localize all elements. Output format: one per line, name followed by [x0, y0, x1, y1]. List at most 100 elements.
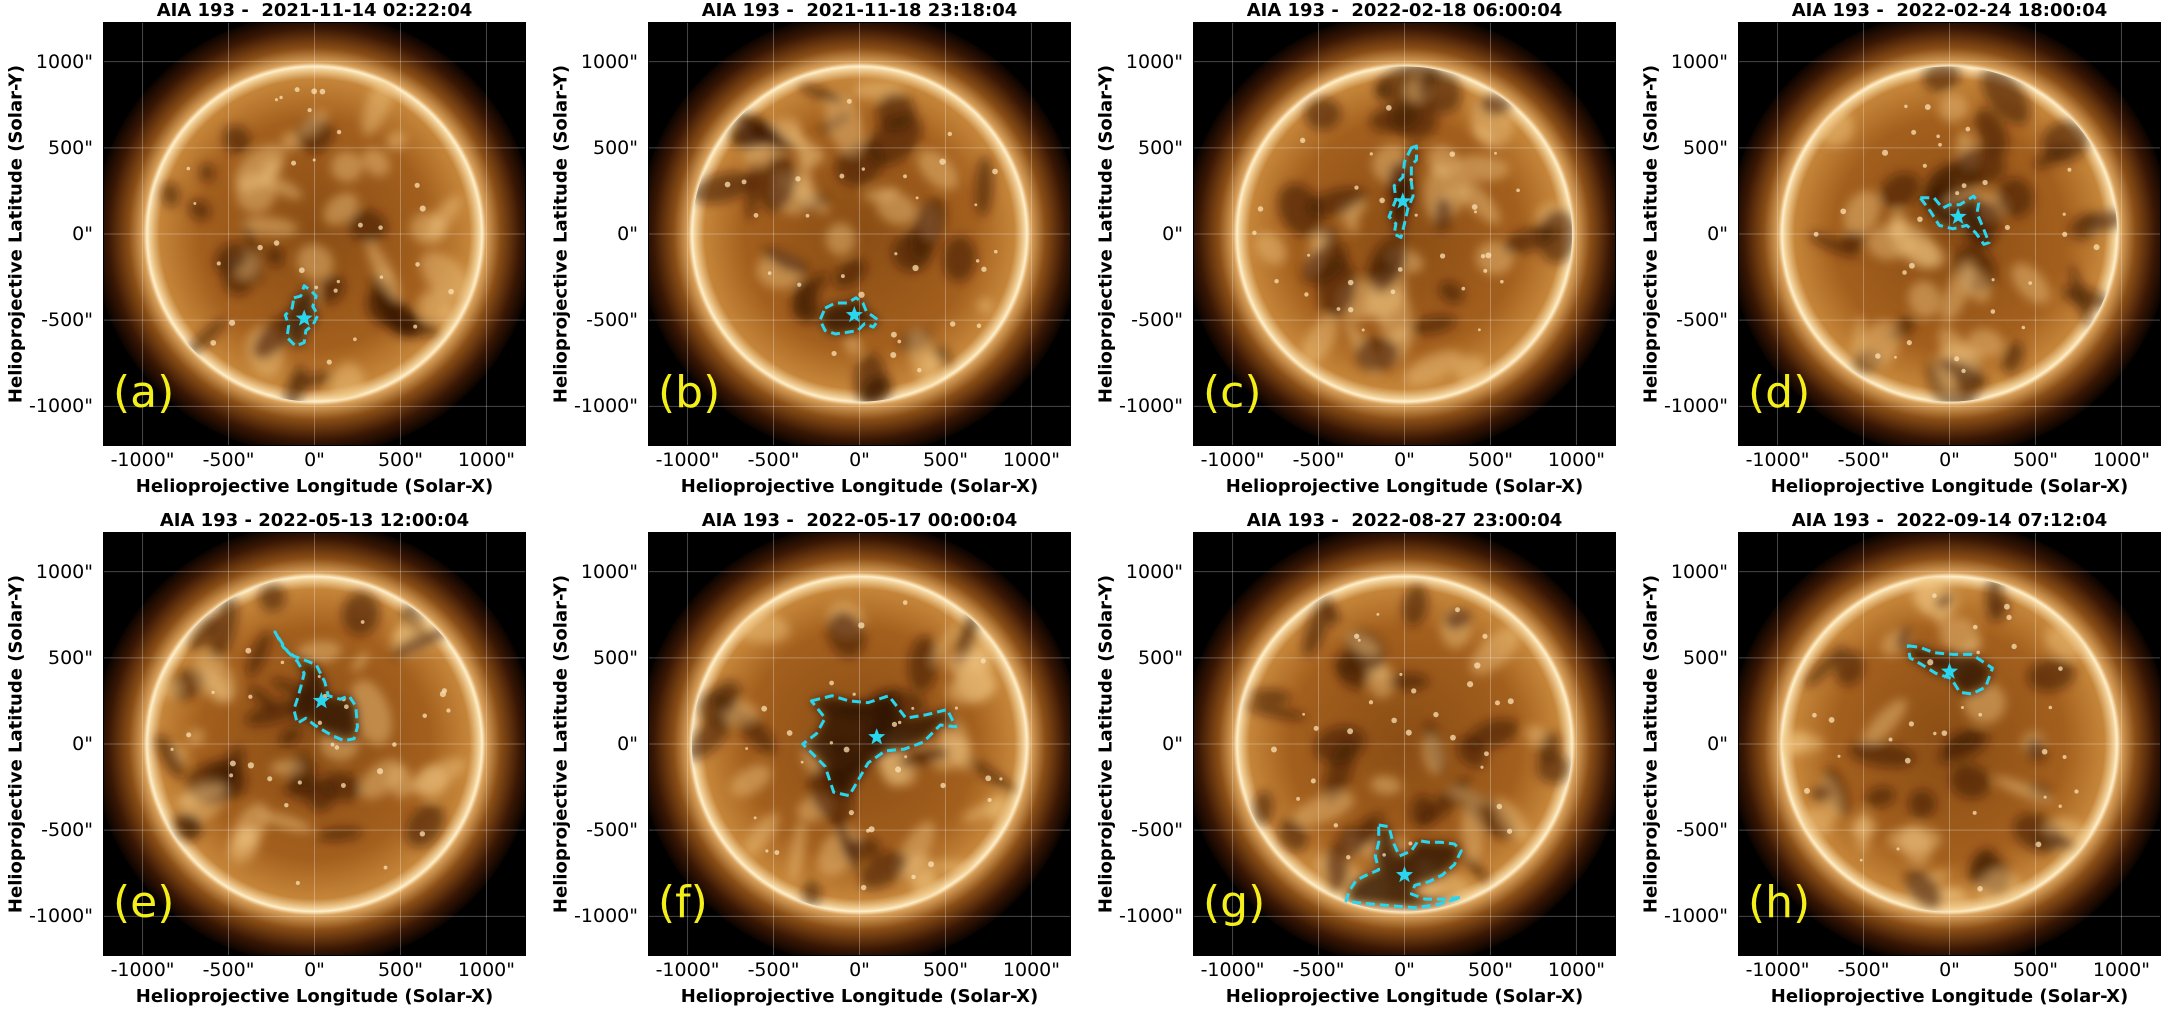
y-tick-label: -500"	[1131, 819, 1183, 842]
sun-image	[1738, 532, 2161, 956]
panel-h: AIA 193 - 2022-09-14 07:12:04 -1000" -1000…	[1635, 510, 2170, 1017]
x-tick-label: -500"	[1837, 449, 1890, 471]
x-tick-label: -500"	[747, 449, 800, 471]
y-axis-label: Helioprojective Latitude (Solar-Y)	[1095, 574, 1117, 914]
y-tick-label: 1000"	[1670, 50, 1728, 73]
panel-title: AIA 193 - 2022-09-14 07:12:04	[1791, 510, 2108, 531]
panel-title: AIA 193 - 2022-05-13 12:00:04	[159, 510, 470, 531]
x-tick-label: -1000"	[110, 449, 175, 471]
panel-title: AIA 193 - 2022-08-27 23:00:04	[1246, 510, 1563, 531]
y-tick-label: 0"	[1707, 733, 1728, 755]
y-tick-label: 1000"	[580, 560, 638, 583]
x-tick-label: 500"	[922, 449, 968, 471]
x-tick-label: 0"	[1394, 959, 1415, 981]
panel-title: AIA 193 - 2022-02-24 18:00:04	[1791, 0, 2108, 21]
y-tick-label: -1000"	[574, 905, 638, 928]
sun-svg	[1193, 22, 1616, 446]
x-tick-label: 1000"	[1547, 449, 1605, 471]
y-tick-label: -1000"	[1119, 395, 1183, 418]
y-tick-label: -500"	[586, 309, 638, 332]
y-tick-label: 1000"	[1670, 560, 1728, 583]
x-axis-label: Helioprojective Longitude (Solar-X)	[680, 476, 1039, 497]
y-tick-label: 500"	[47, 136, 93, 159]
x-tick-label: 500"	[2012, 449, 2058, 471]
x-tick-label: -500"	[1837, 959, 1890, 981]
centroid-star-marker	[312, 691, 330, 709]
y-tick-label: 0"	[72, 223, 93, 245]
x-tick-label: 0"	[1939, 959, 1960, 981]
y-tick-label: -500"	[1676, 819, 1728, 842]
y-tick-label: -1000"	[1664, 905, 1728, 928]
x-axis-label: Helioprojective Longitude (Solar-X)	[1225, 476, 1584, 497]
y-tick-label: 500"	[47, 646, 93, 669]
y-tick-label: -500"	[1676, 309, 1728, 332]
sun-image	[1193, 22, 1616, 446]
x-tick-label: 1000"	[1002, 959, 1060, 981]
x-axis-label: Helioprojective Longitude (Solar-X)	[135, 986, 494, 1007]
x-tick-label: -500"	[747, 959, 800, 981]
x-tick-label: 1000"	[457, 449, 515, 471]
y-axis-label: Helioprojective Latitude (Solar-Y)	[1640, 574, 1662, 914]
y-tick-label: 0"	[72, 733, 93, 755]
y-tick-label: 1000"	[1125, 560, 1183, 583]
y-tick-label: 500"	[1137, 646, 1183, 669]
x-tick-label: 0"	[849, 959, 870, 981]
x-axis-label: Helioprojective Longitude (Solar-X)	[1225, 986, 1584, 1007]
centroid-star-marker	[1395, 866, 1414, 883]
panel-b: AIA 193 - 2021-11-18 23:18:04 -1000" -1000…	[545, 0, 1087, 507]
y-tick-label: -1000"	[29, 905, 93, 928]
x-tick-label: 500"	[2012, 959, 2058, 981]
x-tick-label: 0"	[304, 449, 325, 471]
x-tick-label: 1000"	[1547, 959, 1605, 981]
x-tick-label: 500"	[377, 449, 423, 471]
panel-letter: (b)	[658, 367, 721, 418]
y-tick-label: 1000"	[580, 50, 638, 73]
sun-image	[103, 532, 526, 956]
y-tick-label: 0"	[1162, 733, 1183, 755]
sun-image	[1193, 532, 1616, 956]
panel-title: AIA 193 - 2021-11-14 02:22:04	[156, 0, 473, 21]
x-axis-label: Helioprojective Longitude (Solar-X)	[1770, 986, 2129, 1007]
panel-title: AIA 193 - 2022-05-17 00:00:04	[701, 510, 1018, 531]
panel-letter: (g)	[1203, 877, 1266, 928]
x-tick-label: 500"	[1467, 449, 1513, 471]
y-tick-label: 0"	[1707, 223, 1728, 245]
y-axis-label: Helioprojective Latitude (Solar-Y)	[1640, 64, 1662, 404]
y-tick-label: 500"	[1682, 136, 1728, 159]
x-tick-label: -1000"	[1745, 449, 1810, 471]
x-tick-label: 0"	[1939, 449, 1960, 471]
coronal-hole-contour	[283, 284, 320, 348]
x-tick-label: 1000"	[1002, 449, 1060, 471]
panel-c: AIA 193 - 2022-02-18 06:00:04 -1000" -1000…	[1090, 0, 1632, 507]
y-tick-label: 500"	[592, 136, 638, 159]
sun-svg	[103, 22, 526, 446]
sun-image	[103, 22, 526, 446]
panel-title: AIA 193 - 2021-11-18 23:18:04	[701, 0, 1018, 21]
y-tick-label: -1000"	[574, 395, 638, 418]
sun-svg	[1193, 532, 1616, 956]
centroid-star-marker	[868, 728, 886, 745]
sun-image	[648, 532, 1071, 956]
centroid-star-marker	[295, 309, 313, 326]
x-tick-label: 0"	[304, 959, 325, 981]
centroid-star-marker	[1949, 207, 1967, 224]
y-tick-label: 0"	[1162, 223, 1183, 245]
x-tick-label: -1000"	[655, 959, 720, 981]
x-tick-label: -500"	[1292, 959, 1345, 981]
x-tick-label: 0"	[1394, 449, 1415, 471]
x-axis-label: Helioprojective Longitude (Solar-X)	[135, 476, 494, 497]
y-tick-label: 1000"	[35, 50, 93, 73]
coronal-hole-contour	[1906, 644, 1994, 696]
y-tick-label: 500"	[1137, 136, 1183, 159]
y-axis-label: Helioprojective Latitude (Solar-Y)	[1095, 64, 1117, 404]
panel-letter: (a)	[113, 367, 175, 418]
sun-image	[1738, 22, 2161, 446]
sun-svg	[648, 532, 1071, 956]
panel-letter: (d)	[1748, 367, 1811, 418]
x-tick-label: -1000"	[110, 959, 175, 981]
x-tick-label: 500"	[922, 959, 968, 981]
panel-letter: (f)	[658, 877, 708, 928]
x-tick-label: 1000"	[2092, 959, 2150, 981]
x-axis-label: Helioprojective Longitude (Solar-X)	[1770, 476, 2129, 497]
centroid-star-marker	[845, 306, 863, 323]
